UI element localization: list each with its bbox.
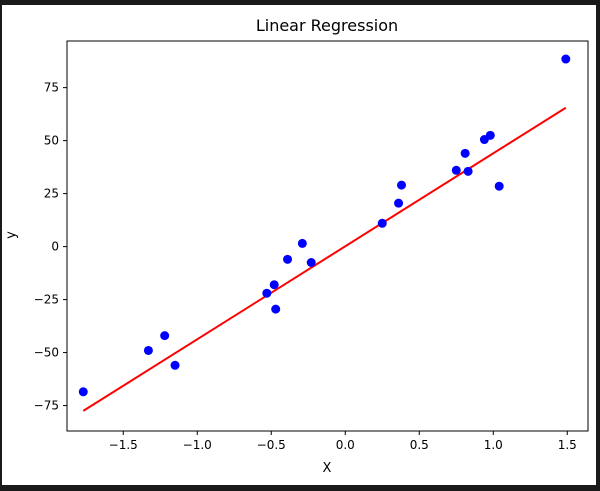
x-tick-label: 1.5 — [558, 438, 577, 452]
y-tick-label: 75 — [44, 81, 59, 95]
data-point — [271, 304, 281, 314]
x-axis-label: X — [323, 461, 332, 476]
data-point — [561, 54, 571, 64]
x-tick-label: −0.5 — [257, 438, 286, 452]
data-point — [143, 345, 153, 355]
y-tick-label: 25 — [44, 187, 59, 201]
plot-frame — [66, 40, 589, 432]
data-point — [494, 181, 504, 191]
x-tick-label: −1.0 — [183, 438, 212, 452]
data-point — [262, 288, 272, 298]
y-axis-label: y — [4, 231, 19, 239]
regression-line — [82, 106, 567, 412]
x-tick-label: 1.0 — [484, 438, 503, 452]
data-point — [463, 166, 473, 176]
data-point — [397, 180, 407, 190]
y-tick-label: −75 — [34, 399, 59, 413]
y-tick-label: 0 — [51, 240, 59, 254]
chart-title: Linear Regression — [256, 16, 398, 35]
data-point — [78, 387, 88, 397]
data-point — [170, 360, 180, 370]
x-tick-label: 0.5 — [410, 438, 429, 452]
data-point — [460, 148, 470, 158]
x-tick-label: 0.0 — [336, 438, 355, 452]
data-point — [306, 257, 316, 267]
x-tick-label: −1.5 — [109, 438, 138, 452]
data-point — [283, 254, 293, 264]
y-tick-label: 50 — [44, 134, 59, 148]
plot-area: −1.5 −1.0 −0.5 0.0 0.5 1.0 1.5 −75 −50 −25 0 25 50 75 — [34, 40, 589, 452]
data-point — [297, 238, 307, 248]
data-point — [269, 280, 279, 290]
data-point — [485, 130, 495, 140]
data-point — [160, 331, 170, 341]
data-point — [451, 165, 461, 175]
data-point — [394, 198, 404, 208]
y-tick-label: −25 — [34, 293, 59, 307]
y-tick-label: −50 — [34, 346, 59, 360]
data-point — [377, 218, 387, 228]
